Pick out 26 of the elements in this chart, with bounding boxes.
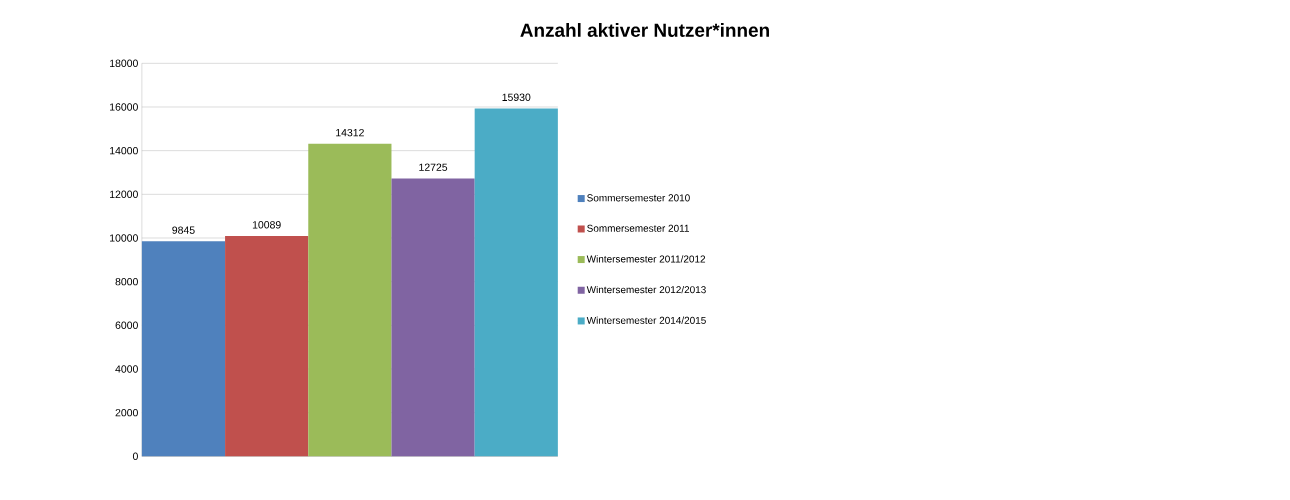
text: Anzahl aktiver Nutzer*innen (520, 23, 769, 37)
data-label: 15930 (502, 93, 531, 101)
data-label: 12725 (419, 163, 448, 171)
y-tick-label: 12000 (110, 190, 138, 199)
y-tick-label: 10000 (110, 234, 138, 242)
y-tick-label: 16000 (110, 103, 138, 111)
bar (308, 143, 392, 457)
y-tick-label: 0 (132, 452, 138, 461)
y-tick-label: 14000 (110, 146, 138, 155)
y-tick-label: 6000 (115, 321, 138, 330)
legend-label: Sommersemester 2010 (587, 194, 690, 202)
y-tick-label: 2000 (115, 408, 138, 417)
data-label: 14312 (336, 128, 364, 137)
data-label: 10089 (252, 221, 281, 229)
y-tick-label: 4000 (115, 365, 138, 373)
bar (225, 236, 309, 457)
y-tick-label: 8000 (115, 277, 138, 286)
bar (474, 108, 558, 457)
bar (391, 178, 475, 457)
bar (141, 241, 226, 457)
legend-label: Wintersemester 2012/2013 (586, 285, 706, 294)
legend-label: Sommersemester 2011 (587, 224, 689, 232)
legend-label: Wintersemester 2011/2012 (586, 255, 706, 263)
legend-label: Wintersemester 2014/2015 (586, 316, 706, 324)
y-tick-label: 18000 (110, 59, 138, 68)
data-label: 9845 (172, 226, 195, 234)
